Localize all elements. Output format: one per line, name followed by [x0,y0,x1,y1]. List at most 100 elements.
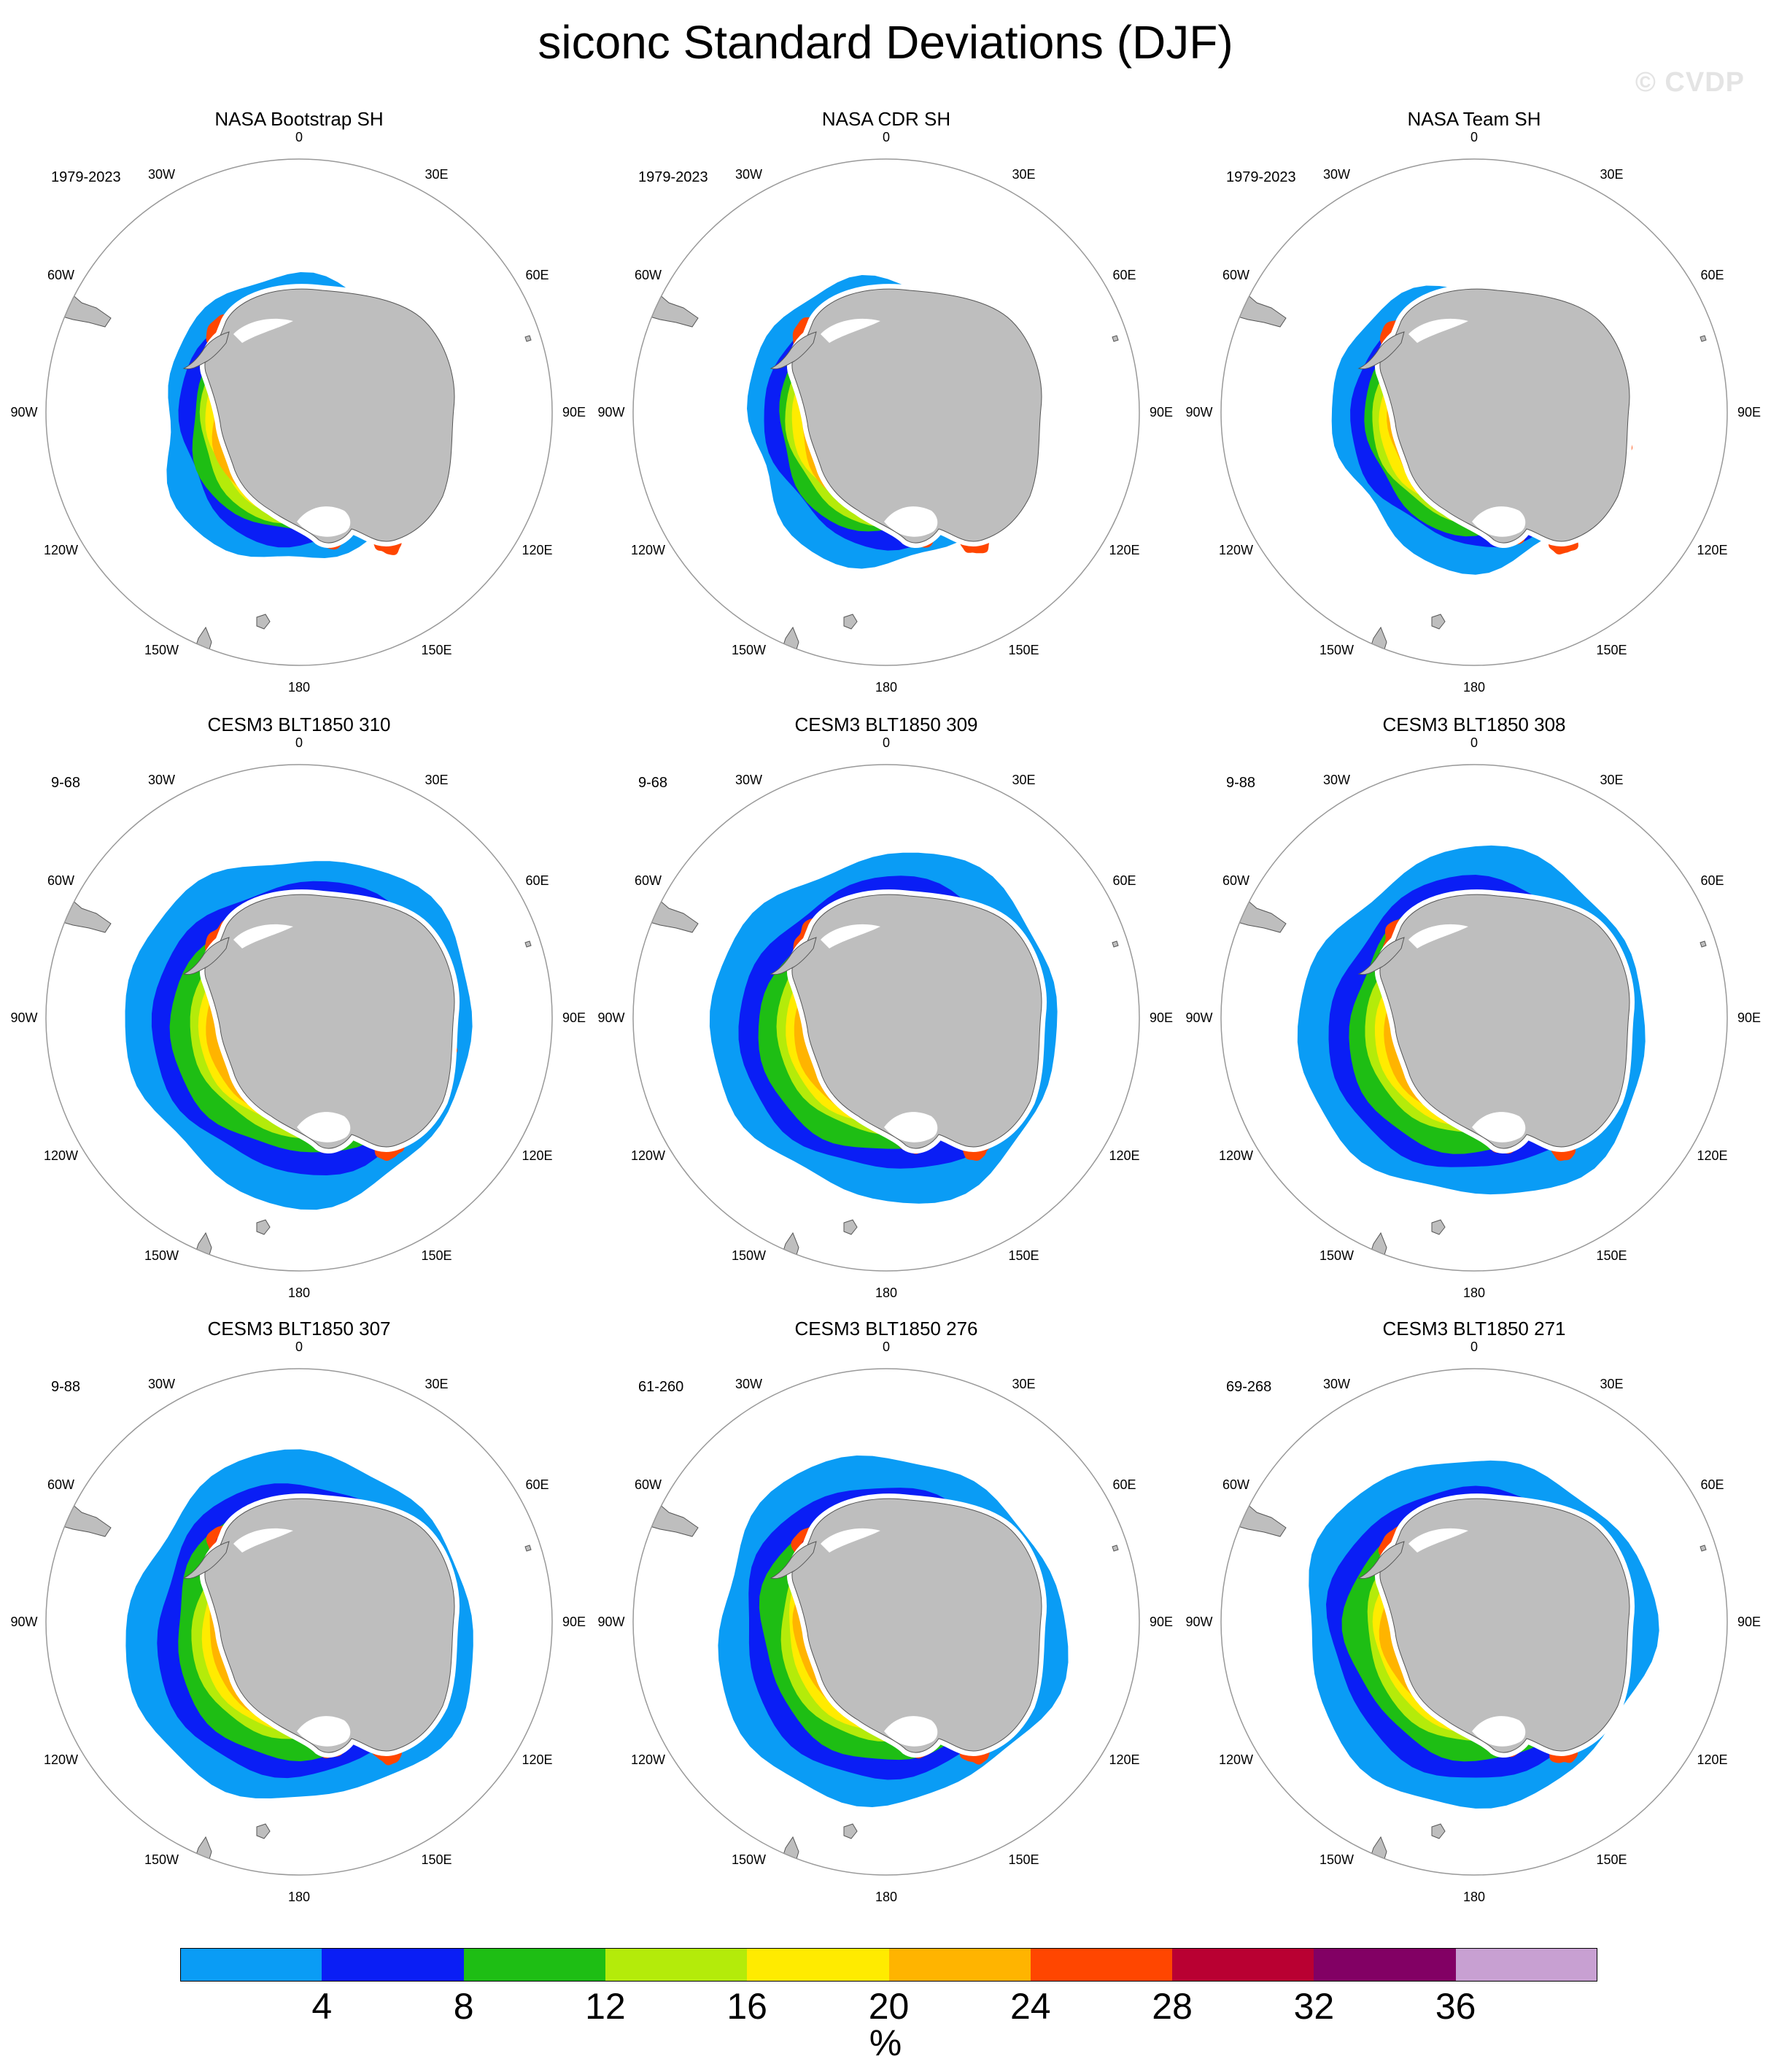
longitude-label: 120W [43,1148,79,1163]
antarctic-peninsula [182,331,230,370]
longitude-label: 90E [562,405,586,420]
longitude-label: 30E [1012,1376,1036,1391]
panel-title: NASA Bootstrap SH [214,108,384,130]
colorbar-box [605,1948,748,1982]
antarctic-peninsula [1357,937,1405,975]
antarctica-land [204,894,455,1149]
kerguelen-land [1112,1545,1119,1552]
colorbar-box [463,1948,606,1982]
colorbar-tick-label: 12 [585,1986,626,2027]
colorbar-tick-label: 20 [868,1986,910,2027]
tasmania-land [256,1823,271,1839]
map-panel: NASA CDR SH 1979-2023 0 30E 60E 90E 120E 150E 18… [597,102,1179,700]
longitude-label: 180 [875,1890,898,1904]
colorbar [180,1948,1598,1982]
longitude-label: 30W [735,1376,763,1391]
longitude-label: 120W [1218,1752,1254,1767]
polar-map [1220,1368,1728,1876]
map-frame [45,158,553,666]
longitude-label: 120W [1218,1148,1254,1163]
longitude-label: 180 [287,680,311,695]
longitude-label: 30W [1322,166,1351,182]
ross-ice-shelf [884,506,938,537]
longitude-label: 0 [882,1340,891,1354]
longitude-label: 90W [597,1615,625,1629]
antarctic-peninsula [1357,331,1405,370]
kerguelen-land [1112,940,1119,948]
longitude-label: 60W [634,267,662,282]
longitude-label: 150W [1319,1248,1355,1264]
longitude-label: 90W [1185,405,1213,420]
longitude-label: 120W [43,1752,79,1767]
longitude-label: 150W [144,1248,179,1264]
panel-period: 69-268 [1226,1379,1272,1395]
panel-period: 1979-2023 [51,169,121,185]
longitude-label: 150E [1596,1248,1627,1264]
ronne-ice-shelf [233,924,293,948]
map-frame [632,764,1140,1272]
longitude-label: 120E [522,542,553,557]
longitude-label: 30W [147,772,176,787]
polar-map [45,1368,553,1876]
longitude-label: 30W [1322,1376,1351,1391]
panel-period: 1979-2023 [638,169,708,185]
longitude-label: 150E [1596,1852,1627,1868]
longitude-label: 180 [1462,1890,1486,1904]
kerguelen-land [524,335,532,342]
tasmania-land [256,614,271,630]
longitude-label: 30W [1322,772,1351,787]
polar-map [1220,158,1728,666]
colorbar-box [1172,1948,1314,1982]
longitude-label: 120E [1697,542,1728,557]
longitude-label: 120E [1109,542,1140,557]
ronne-ice-shelf [1408,1528,1468,1553]
kerguelen-land [1700,940,1707,948]
longitude-label: 150E [1008,1852,1039,1868]
map-panel: CESM3 BLT1850 271 69-268 0 30E 60E 90E 120E 150… [1185,1312,1767,1910]
kerguelen-land [524,940,532,948]
longitude-label: 90E [1737,405,1762,420]
longitude-label: 30E [1012,166,1036,182]
longitude-label: 60W [634,1477,662,1492]
ross-ice-shelf [297,1112,351,1143]
longitude-label: 120E [1697,1752,1728,1767]
map-panel: CESM3 BLT1850 276 61-260 0 30E 60E 90E 120E 150… [597,1312,1179,1910]
colorbar-tick-label: 24 [1009,1986,1051,2027]
ross-ice-shelf [1472,506,1526,537]
map-panel: CESM3 BLT1850 310 9-68 0 30E 60E 90E 120E 150E 1… [10,708,592,1306]
longitude-label: 30E [425,772,449,787]
longitude-label: 120W [630,542,666,557]
tasmania-land [843,614,858,630]
longitude-label: 60E [1112,873,1136,888]
antarctic-peninsula [770,1541,817,1580]
longitude-label: 180 [875,1286,898,1300]
longitude-label: 90E [1149,1615,1174,1629]
tasmania-land [843,1823,858,1839]
longitude-label: 120E [522,1752,553,1767]
map-panel: NASA Team SH 1979-2023 0 30E 60E 90E 120E 150E 1… [1185,102,1767,700]
ronne-ice-shelf [821,924,880,948]
longitude-label: 30E [425,1376,449,1391]
longitude-label: 60W [47,267,75,282]
longitude-label: 150W [731,643,767,658]
longitude-label: 90W [10,405,38,420]
ronne-ice-shelf [233,318,293,343]
panel-title: CESM3 BLT1850 271 [1382,1318,1566,1340]
tasmania-land [1431,1823,1446,1839]
longitude-label: 150W [144,643,179,658]
panel-period: 9-68 [51,775,81,791]
antarctica-land [1379,288,1630,544]
longitude-label: 0 [882,130,891,144]
longitude-label: 30W [147,166,176,182]
longitude-label: 60W [47,1477,75,1492]
longitude-label: 150W [731,1248,767,1264]
tasmania-land [1431,614,1446,630]
longitude-label: 60W [634,873,662,888]
antarctic-peninsula [1357,1541,1405,1580]
longitude-label: 30E [1012,772,1036,787]
panel-period: 9-88 [1226,775,1256,791]
longitude-label: 120W [630,1752,666,1767]
ross-ice-shelf [297,1716,351,1747]
map-frame [45,1368,553,1876]
polar-map [632,1368,1140,1876]
